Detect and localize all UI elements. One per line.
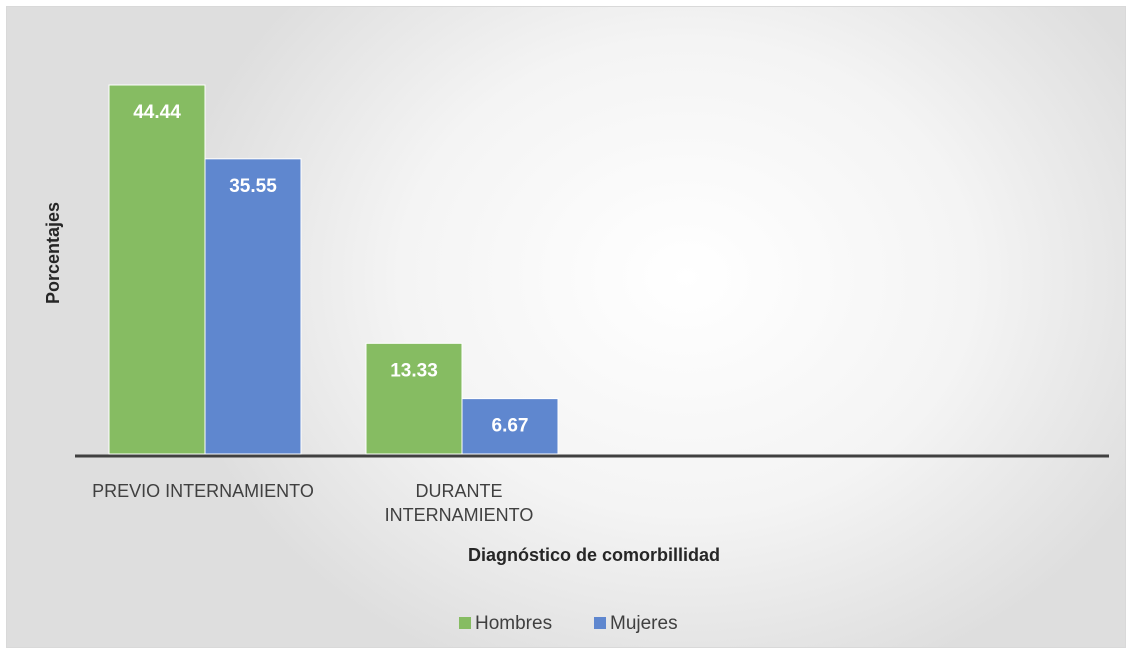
legend-swatch-mujeres xyxy=(594,617,606,629)
category-label: PREVIO INTERNAMIENTO xyxy=(92,481,314,501)
bar-hombres-1 xyxy=(108,84,206,455)
legend-label-hombres: Hombres xyxy=(475,613,552,634)
category-labels: PREVIO INTERNAMIENTO DURANTE INTERNAMIENTO xyxy=(92,481,533,525)
bar-hombres-2 xyxy=(365,342,463,455)
data-label: 35.55 xyxy=(229,176,277,197)
legend: Hombres Mujeres xyxy=(459,613,678,634)
legend-swatch-hombres xyxy=(459,617,471,629)
chart-area: 44.44 13.33 35.55 6.67 PREVIO INTERNAMIENTO… xyxy=(6,6,1126,648)
bar-chart: 44.44 13.33 35.55 6.67 PREVIO INTERNAMIENTO… xyxy=(43,84,1109,634)
bar-mujeres-1 xyxy=(204,158,302,455)
data-label: 13.33 xyxy=(390,360,438,381)
x-axis-title: Diagnóstico de comorbillidad xyxy=(468,545,720,565)
legend-label-mujeres: Mujeres xyxy=(610,613,678,634)
y-axis-title: Porcentajes xyxy=(43,202,63,304)
data-label: 44.44 xyxy=(133,102,181,123)
category-label: DURANTE INTERNAMIENTO xyxy=(385,481,534,525)
data-label: 6.67 xyxy=(492,416,529,437)
bars-group: 44.44 13.33 35.55 6.67 xyxy=(108,84,559,455)
bar-mujeres-2 xyxy=(461,398,559,455)
